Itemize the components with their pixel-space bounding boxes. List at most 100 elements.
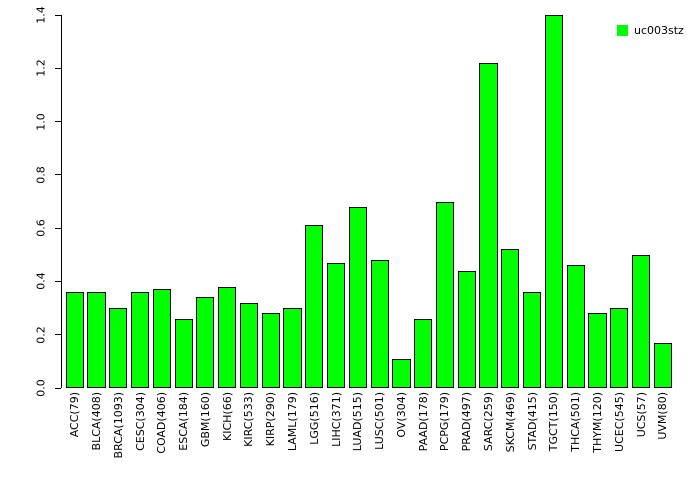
- x-tick-label: COAD(406): [155, 392, 169, 454]
- y-axis: [61, 15, 62, 388]
- x-tick-slot: LGG(516): [305, 392, 323, 478]
- bar: [501, 249, 520, 388]
- y-tick: [55, 280, 61, 282]
- x-tick-slot: PCPG(179): [436, 392, 454, 478]
- legend: uc003stz: [617, 24, 684, 37]
- bar: [174, 318, 193, 388]
- bar: [196, 297, 215, 388]
- y-tick: [55, 334, 61, 336]
- bar: [653, 342, 672, 388]
- legend-label: uc003stz: [634, 24, 684, 37]
- plot-area: 0.0 0.2 0.4 0.6 0.8 1.0 1.2 1.4: [35, 6, 676, 397]
- x-tick-label: KIRC(533): [242, 392, 256, 447]
- x-tick-label: BRCA(1093): [111, 392, 125, 459]
- bar: [544, 15, 563, 388]
- x-tick-slot: STAD(415): [523, 392, 541, 478]
- x-tick-label: GBM(160): [198, 392, 212, 448]
- y-tick: [55, 387, 61, 389]
- x-axis-labels: ACC(79) BLCA(408) BRCA(1093) CESC(304) COAD(…: [62, 392, 680, 478]
- x-tick-slot: KIRP(290): [262, 392, 280, 478]
- x-tick-slot: SARC(259): [479, 392, 497, 478]
- y-tick: [55, 227, 61, 229]
- bar: [610, 308, 629, 388]
- y-tick-label: 1.2: [34, 59, 48, 78]
- x-tick-label: PAAD(178): [416, 392, 430, 452]
- x-tick-label: SARC(259): [482, 392, 496, 452]
- x-tick-slot: LIHC(371): [327, 392, 345, 478]
- y-tick: [55, 67, 61, 69]
- x-tick-slot: GBM(160): [196, 392, 214, 478]
- x-tick-slot: LUSC(501): [371, 392, 389, 478]
- x-tick-label: BLCA(408): [89, 392, 103, 451]
- bar: [152, 289, 171, 388]
- y-tick-label: 0.0: [34, 379, 48, 397]
- bar: [218, 286, 237, 388]
- x-tick-label: LAML(179): [286, 392, 300, 452]
- x-tick-slot: ACC(79): [66, 392, 84, 478]
- y-tick: [55, 174, 61, 176]
- x-tick-label: LUSC(501): [373, 392, 387, 450]
- x-tick-slot: UCEC(545): [610, 392, 628, 478]
- x-tick-slot: TGCT(150): [545, 392, 563, 478]
- x-tick-label: STAD(415): [525, 392, 539, 451]
- x-tick-slot: THCA(501): [567, 392, 585, 478]
- legend-swatch-icon: [617, 25, 628, 36]
- y-tick: [55, 14, 61, 16]
- bar: [283, 308, 302, 388]
- x-tick-label: CESC(304): [133, 392, 147, 451]
- bar: [457, 270, 476, 388]
- bar: [631, 254, 651, 388]
- x-tick-slot: UCS(57): [632, 392, 650, 478]
- x-tick-slot: LUAD(515): [349, 392, 367, 478]
- bar: [109, 308, 128, 388]
- bar: [327, 262, 346, 388]
- x-tick-label: ACC(79): [68, 392, 82, 438]
- y-tick-label: 1.4: [34, 6, 48, 24]
- x-tick-label: THYM(120): [590, 392, 604, 453]
- x-tick-label: TGCT(150): [547, 392, 561, 452]
- bar: [239, 302, 259, 388]
- x-tick-slot: BLCA(408): [87, 392, 105, 478]
- bar: [370, 260, 389, 388]
- x-tick-slot: OV(304): [392, 392, 410, 478]
- y-tick-label: 0.4: [34, 272, 48, 291]
- bar: [305, 225, 324, 388]
- y-tick-label: 0.2: [34, 325, 48, 344]
- x-tick-slot: ESCA(184): [175, 392, 193, 478]
- x-tick-label: OV(304): [394, 392, 408, 438]
- x-tick-slot: SKCM(469): [501, 392, 519, 478]
- bar: [261, 313, 280, 388]
- y-tick-label: 0.6: [34, 219, 48, 237]
- x-tick-label: KICH(66): [220, 392, 234, 441]
- x-tick-slot: UVM(80): [654, 392, 672, 478]
- x-tick-slot: KIRC(533): [240, 392, 258, 478]
- bar: [435, 201, 455, 388]
- x-tick-label: SKCM(469): [503, 392, 517, 453]
- x-tick-label: LGG(516): [307, 392, 321, 445]
- bar: [130, 292, 150, 388]
- x-tick-slot: LAML(179): [283, 392, 301, 478]
- x-tick-slot: KICH(66): [218, 392, 236, 478]
- x-tick-label: LIHC(371): [329, 392, 343, 447]
- y-tick-label: 1.0: [34, 112, 48, 131]
- y-tick-label: 0.8: [34, 166, 48, 184]
- bar: [65, 292, 84, 388]
- x-tick-label: ESCA(184): [177, 392, 191, 451]
- x-tick-label: PRAD(497): [460, 392, 474, 452]
- y-tick: [55, 121, 61, 123]
- bar-series: [62, 15, 680, 388]
- x-tick-label: UCS(57): [634, 392, 648, 438]
- x-tick-slot: BRCA(1093): [109, 392, 127, 478]
- x-tick-label: LUAD(515): [351, 392, 365, 452]
- x-tick-slot: COAD(406): [153, 392, 171, 478]
- x-tick-slot: CESC(304): [131, 392, 149, 478]
- bar: [392, 358, 411, 388]
- x-tick-label: UCEC(545): [612, 392, 626, 452]
- bar: [87, 292, 106, 388]
- x-tick-label: THCA(501): [569, 392, 583, 452]
- x-tick-slot: PAAD(178): [414, 392, 432, 478]
- bar: [588, 313, 607, 388]
- bar: [479, 62, 498, 388]
- bar: [348, 206, 367, 388]
